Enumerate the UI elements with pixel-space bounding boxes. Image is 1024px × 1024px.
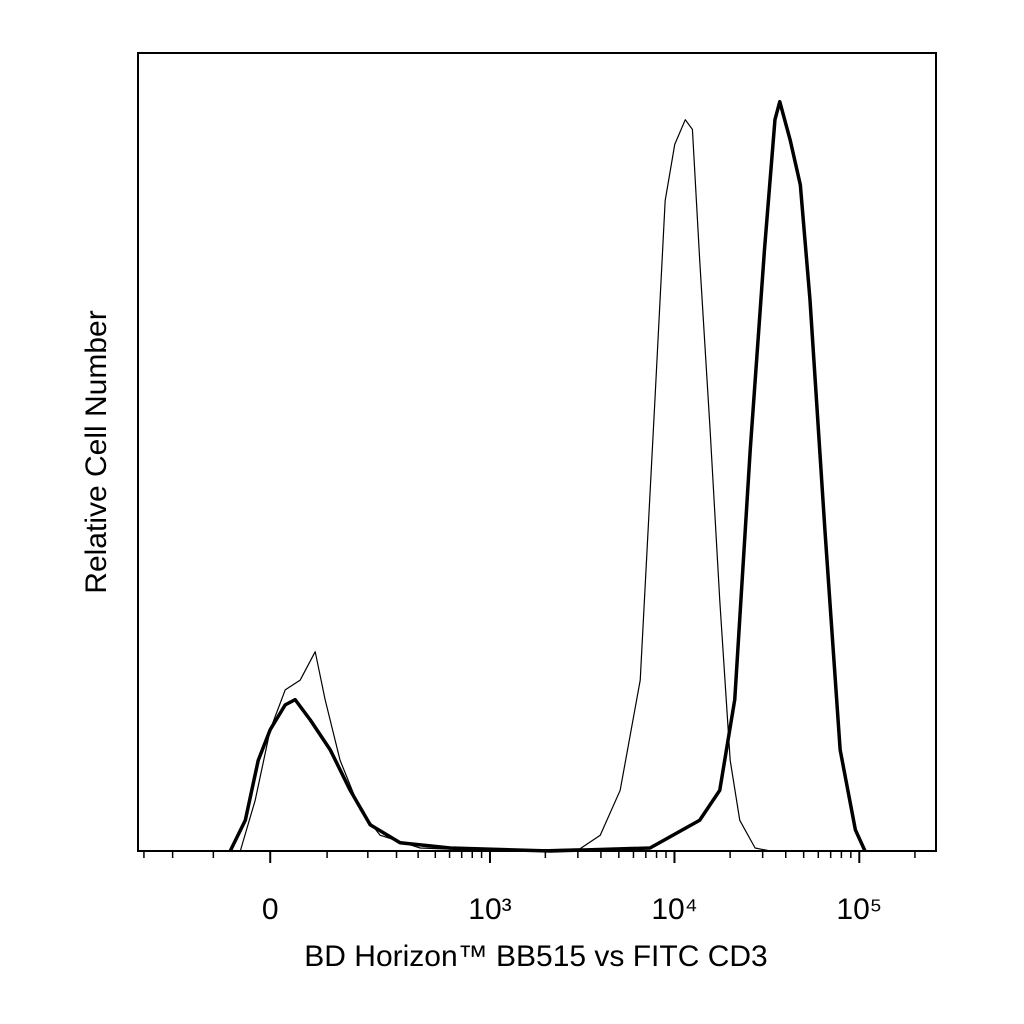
x-tick-label: 10⁵	[836, 893, 882, 926]
y-axis-title: Relative Cell Number	[80, 310, 113, 593]
x-tick-label: 0	[262, 893, 279, 926]
x-tick-label: 10⁴	[651, 893, 697, 926]
x-axis-title: BD Horizon™ BB515 vs FITC CD3	[304, 940, 767, 973]
histogram-line	[228, 99, 867, 853]
histogram-line	[235, 119, 771, 852]
x-tick-label: 10³	[468, 893, 511, 926]
plot-frame	[137, 52, 937, 852]
